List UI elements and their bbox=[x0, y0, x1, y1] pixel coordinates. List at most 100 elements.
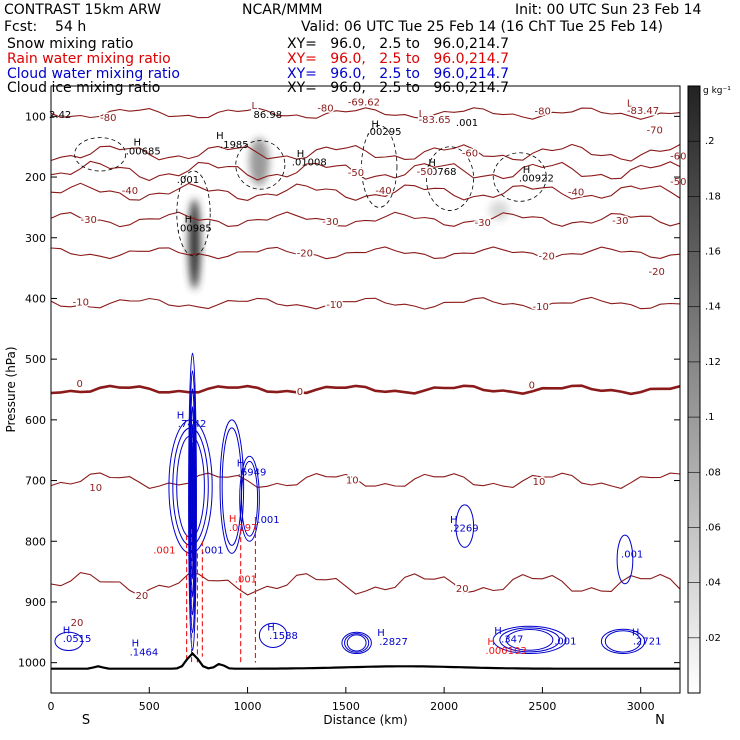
contour-label: .0515 bbox=[63, 634, 92, 645]
cloud-ice-contour bbox=[176, 170, 211, 257]
contour-label: -80 bbox=[535, 107, 551, 118]
cloud-water-contour bbox=[190, 423, 195, 580]
valid-time: Valid: 06 UTC Tue 25 Feb 14 (16 ChT Tue … bbox=[301, 19, 664, 35]
cloud-ice-contour bbox=[492, 152, 547, 202]
snow-shading bbox=[188, 198, 201, 289]
contour-label: H bbox=[428, 158, 436, 169]
y-tick-label: 1000 bbox=[18, 657, 46, 670]
contour-label: 86.98 bbox=[253, 110, 282, 121]
isotherm--60 bbox=[50, 143, 681, 162]
x-tick-label: 2500 bbox=[528, 700, 556, 713]
contour-label: L bbox=[419, 109, 425, 120]
y-tick-label: 300 bbox=[25, 232, 46, 245]
cloud-water-contour bbox=[190, 406, 195, 598]
cloud-ice-contour bbox=[74, 137, 127, 172]
contour-label: .00685 bbox=[126, 147, 161, 158]
cloud-water-contour bbox=[172, 427, 209, 546]
contour-label: -30 bbox=[612, 216, 628, 227]
forecast-hour: Fcst: 54 h bbox=[4, 19, 87, 35]
contour-label: .7442 bbox=[178, 419, 207, 430]
contour-label: 10 bbox=[533, 477, 546, 488]
x-tick-label: 500 bbox=[139, 700, 160, 713]
contour-label: H bbox=[216, 131, 224, 142]
x-tick-label: 1500 bbox=[332, 700, 360, 713]
contour-label: H bbox=[267, 622, 275, 633]
contour-label: H bbox=[132, 638, 140, 649]
contour-label: -80 bbox=[100, 113, 116, 124]
y-tick-label: 400 bbox=[25, 292, 46, 305]
contour-label: .1588 bbox=[269, 631, 298, 642]
plot-frame bbox=[50, 85, 681, 694]
y-tick-label: 600 bbox=[25, 414, 46, 427]
isotherm--70 bbox=[50, 107, 681, 120]
contour-label: 0 bbox=[77, 379, 83, 390]
contour-label: .00295 bbox=[366, 127, 401, 138]
contour-label: .001 bbox=[257, 515, 279, 526]
init-time: Init: 00 UTC Sun 23 Feb 14 bbox=[515, 2, 702, 18]
contour-label: H bbox=[229, 514, 237, 525]
x-tick-label: 3000 bbox=[627, 700, 655, 713]
contour-label: .01008 bbox=[292, 158, 327, 169]
isotherm--50 bbox=[50, 160, 681, 182]
contour-label: -20 bbox=[538, 252, 554, 263]
contour-label: .1464 bbox=[130, 647, 159, 658]
cloud-water-contour bbox=[240, 460, 259, 537]
isotherm--10 bbox=[50, 296, 681, 310]
colorbar-tick-label: .1 bbox=[705, 412, 715, 423]
south-end-label: S bbox=[82, 713, 90, 728]
contour-label: .6949 bbox=[238, 468, 267, 479]
cloud-water-contour bbox=[188, 352, 197, 652]
x-axis-title: Distance (km) bbox=[323, 713, 407, 727]
contour-label: -20 bbox=[297, 249, 313, 260]
contour-label: .000103 bbox=[485, 646, 526, 657]
contour-label: -40 bbox=[568, 187, 584, 198]
cloud-water-contour bbox=[191, 441, 194, 562]
contour-label: -69.62 bbox=[348, 97, 380, 108]
cloud-ice-contour bbox=[426, 146, 475, 211]
contour-label: .001 bbox=[177, 175, 199, 186]
contour-label: .2269 bbox=[450, 524, 479, 535]
isotherm-20 bbox=[50, 572, 681, 597]
colorbar-tick-label: .02 bbox=[705, 633, 721, 644]
cloud-water-contour bbox=[341, 631, 372, 655]
y-tick-label: 100 bbox=[25, 110, 46, 123]
y-axis-title: Pressure (hPa) bbox=[4, 346, 18, 432]
snow-shading bbox=[249, 137, 270, 186]
contour-label: 2.42 bbox=[49, 110, 71, 121]
contour-label: H bbox=[377, 628, 385, 639]
contour-label: -83.65 bbox=[419, 115, 451, 126]
contour-label: -50 bbox=[670, 177, 686, 188]
x-tick-label: 0 bbox=[48, 700, 55, 713]
contour-label: .2827 bbox=[379, 637, 408, 648]
contour-label: -40 bbox=[122, 186, 138, 197]
contour-label: H bbox=[134, 137, 142, 148]
contour-label: -60 bbox=[462, 148, 478, 159]
contour-label: 20 bbox=[456, 584, 469, 595]
cloud-water-contour bbox=[505, 629, 554, 651]
contour-label: -70 bbox=[647, 125, 663, 136]
cloud-water-contour bbox=[258, 622, 288, 648]
terrain-line bbox=[51, 651, 680, 670]
contour-label: 10 bbox=[346, 476, 359, 487]
cloud-water-contour bbox=[346, 634, 367, 652]
cloud-water-contour bbox=[219, 419, 245, 554]
contour-label: H bbox=[237, 459, 245, 470]
legend-snow-xy: XY= 96.0, 2.5 to 96.0,214.7 bbox=[287, 36, 510, 52]
colorbar-unit: g kg⁻¹ bbox=[703, 86, 731, 96]
contour-label: H bbox=[450, 515, 458, 526]
contour-label: H bbox=[371, 119, 379, 130]
y-tick-label: 200 bbox=[25, 171, 46, 184]
x-tick-label: 2000 bbox=[430, 700, 458, 713]
north-end-label: N bbox=[655, 713, 665, 728]
contour-label: -10 bbox=[326, 300, 342, 311]
colorbar-tick-label: .2 bbox=[705, 136, 715, 147]
colorbar-tick-label: .12 bbox=[705, 357, 721, 368]
isotherm--40 bbox=[50, 182, 681, 201]
isotherm-10 bbox=[50, 472, 681, 489]
x-tick-label: 1000 bbox=[234, 700, 262, 713]
legend-cloud-label: Cloud water mixing ratio bbox=[7, 66, 180, 82]
contour-label: H bbox=[177, 411, 185, 422]
cloud-water-contour bbox=[168, 419, 213, 554]
